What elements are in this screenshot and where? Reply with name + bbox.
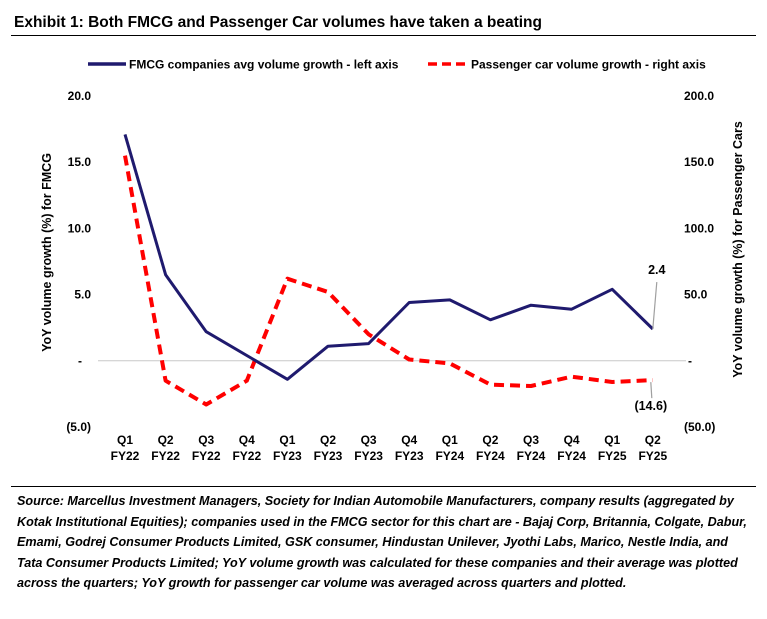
data-point-fmcg [123, 132, 127, 136]
data-point-cars [204, 402, 208, 406]
data-point-cars [529, 384, 533, 388]
annotation-cars-last: (14.6) [634, 399, 667, 413]
x-tick-label-year: FY23 [314, 449, 343, 463]
x-tick-label-quarter: Q1 [442, 433, 458, 447]
right-axis-label: YoY volume growth (%) for Passenger Cars [731, 121, 745, 378]
data-point-fmcg [448, 298, 452, 302]
left-tick-label: - [78, 354, 82, 368]
x-tick-label-quarter: Q2 [320, 433, 336, 447]
data-point-fmcg [407, 301, 411, 305]
data-point-fmcg [570, 307, 574, 311]
right-tick-label: 200.0 [684, 89, 714, 103]
x-tick-label-year: FY24 [557, 449, 586, 463]
data-point-cars [285, 277, 289, 281]
left-tick-label: 15.0 [68, 155, 92, 169]
x-tick-label-quarter: Q2 [158, 433, 174, 447]
left-tick-label: 20.0 [68, 89, 92, 103]
right-tick-label: (50.0) [684, 420, 715, 434]
data-point-fmcg [164, 273, 168, 277]
left-axis-label: YoY volume growth (%) for FMCG [40, 153, 54, 352]
x-tick-label-quarter: Q3 [361, 433, 377, 447]
annotation-leader-cars [650, 382, 653, 399]
x-tick-label-quarter: Q4 [564, 433, 580, 447]
data-point-cars [245, 379, 249, 383]
x-tick-label-quarter: Q4 [401, 433, 417, 447]
x-tick-label-quarter: Q3 [198, 433, 214, 447]
data-point-cars [326, 290, 330, 294]
exhibit-title: Exhibit 1: Both FMCG and Passenger Car v… [11, 12, 756, 36]
data-point-fmcg [367, 342, 371, 346]
data-point-cars [407, 357, 411, 361]
legend-label-cars: Passenger car volume growth - right axis [471, 58, 706, 72]
x-tick-label-year: FY22 [192, 449, 221, 463]
x-tick-label-year: FY23 [395, 449, 424, 463]
x-tick-label-year: FY22 [111, 449, 140, 463]
data-point-fmcg [610, 287, 614, 291]
right-tick-label: 100.0 [684, 221, 714, 235]
x-tick-label-year: FY24 [435, 449, 464, 463]
x-tick-label-quarter: Q2 [482, 433, 498, 447]
left-tick-label: 5.0 [74, 288, 91, 302]
x-tick-label-year: FY22 [232, 449, 261, 463]
left-tick-label: 10.0 [68, 221, 92, 235]
data-point-cars [488, 383, 492, 387]
x-tick-label-year: FY25 [638, 449, 667, 463]
x-tick-label-quarter: Q1 [604, 433, 620, 447]
series-line-fmcg [123, 133, 654, 381]
annotation-fmcg-last: 2.4 [648, 263, 665, 277]
data-point-cars [123, 154, 127, 158]
right-tick-label: 150.0 [684, 155, 714, 169]
data-point-cars [610, 380, 614, 384]
x-tick-label-year: FY22 [151, 449, 180, 463]
x-tick-label-quarter: Q3 [523, 433, 539, 447]
legend-label-fmcg: FMCG companies avg volume growth - left … [129, 58, 399, 72]
x-tick-label-quarter: Q4 [239, 433, 255, 447]
data-point-cars [448, 361, 452, 365]
data-point-fmcg [326, 344, 330, 348]
data-point-cars [651, 378, 655, 382]
right-tick-label: 50.0 [684, 288, 708, 302]
data-point-cars [570, 375, 574, 379]
source-note: Source: Marcellus Investment Managers, S… [11, 486, 756, 594]
data-point-fmcg [529, 303, 533, 307]
x-tick-label-year: FY23 [273, 449, 302, 463]
annotation-leader-fmcg [652, 281, 658, 330]
x-tick-label-year: FY25 [598, 449, 627, 463]
x-tick-label-year: FY24 [517, 449, 546, 463]
data-point-fmcg [285, 377, 289, 381]
x-tick-label-quarter: Q2 [645, 433, 661, 447]
x-tick-label-quarter: Q1 [279, 433, 295, 447]
series-line-passenger-cars [123, 155, 653, 407]
data-point-cars [367, 332, 371, 336]
data-point-fmcg [204, 330, 208, 334]
left-tick-label: (5.0) [66, 420, 91, 434]
line-chart: FMCG companies avg volume growth - left … [40, 58, 745, 464]
data-point-fmcg [245, 354, 249, 358]
x-tick-label-year: FY24 [476, 449, 505, 463]
x-tick-label-quarter: Q1 [117, 433, 133, 447]
x-tick-label-year: FY23 [354, 449, 383, 463]
data-point-cars [164, 379, 168, 383]
right-tick-label: - [688, 354, 692, 368]
data-point-fmcg [488, 318, 492, 322]
